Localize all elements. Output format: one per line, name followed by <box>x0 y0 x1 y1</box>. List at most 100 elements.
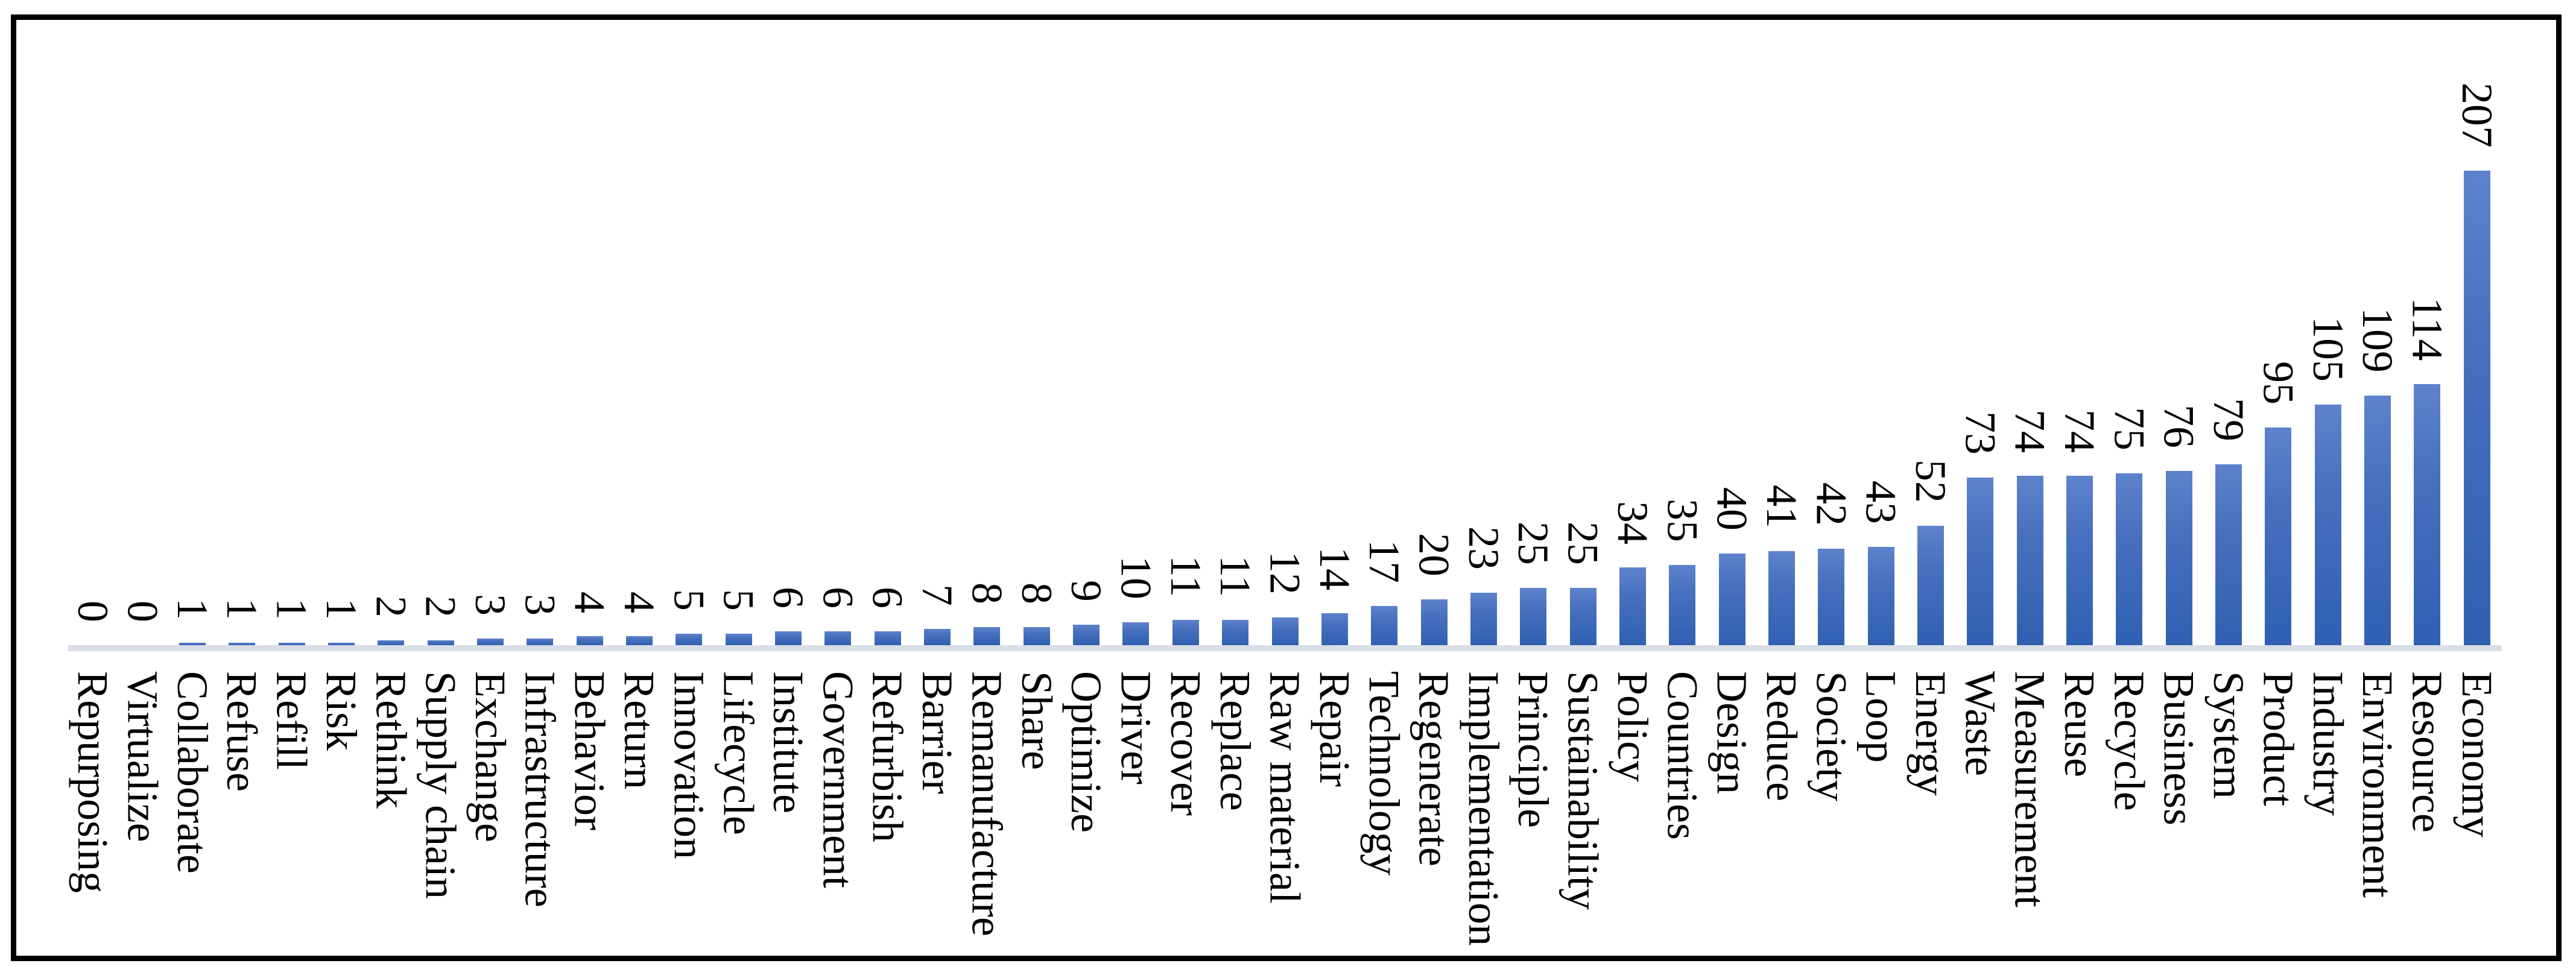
bar-value-label: 41 <box>1757 485 1806 529</box>
bar-value-label: 42 <box>1807 482 1856 526</box>
bar-value-label: 11 <box>1211 555 1260 598</box>
bar <box>1867 546 1894 645</box>
bar-value-label: 43 <box>1856 480 1905 524</box>
bar-value-label: 20 <box>1410 532 1458 576</box>
bar <box>1222 620 1249 645</box>
category-label: Refill <box>267 671 316 770</box>
category-label: Industry <box>2303 671 2352 816</box>
bar <box>1420 599 1448 645</box>
bar <box>2265 427 2292 645</box>
category-label: Behavior <box>565 671 614 830</box>
bar <box>2215 464 2242 645</box>
bar <box>2066 475 2093 645</box>
bar <box>1569 587 1597 645</box>
category-label: Share <box>1012 671 1061 770</box>
category-label: Optimize <box>1062 671 1111 833</box>
category-label: Reduce <box>1757 671 1806 801</box>
category-label: Exchange <box>466 671 514 842</box>
bar <box>1371 606 1398 645</box>
category-label: Policy <box>1608 671 1657 783</box>
bar <box>924 629 951 645</box>
category-label: Implementation <box>1459 671 1508 946</box>
category-label: Repair <box>1310 671 1359 787</box>
bar-value-label: 10 <box>1112 555 1160 599</box>
bar-value-label: 75 <box>2105 406 2154 450</box>
bar <box>1172 620 1199 645</box>
bar <box>527 638 554 645</box>
chart-border-frame <box>11 14 2562 961</box>
bar <box>725 633 752 645</box>
bar <box>775 631 802 645</box>
bar-value-label: 6 <box>764 587 813 609</box>
bar-value-label: 3 <box>516 593 565 616</box>
bar-value-label: 25 <box>1559 521 1607 565</box>
category-label: Remanufacture <box>963 671 1011 936</box>
bar-value-label: 5 <box>714 589 763 611</box>
bar <box>328 643 355 645</box>
bar <box>2364 395 2391 645</box>
category-label: Innovation <box>665 671 714 859</box>
category-label: Return <box>615 671 663 789</box>
bar-value-label: 76 <box>2154 405 2203 449</box>
bar-value-label: 12 <box>1261 551 1309 595</box>
bar-value-label: 34 <box>1608 500 1657 544</box>
category-label: Economy <box>2452 671 2501 838</box>
bar <box>1818 549 1845 645</box>
bar-value-label: 6 <box>863 587 912 609</box>
category-label: Replace <box>1211 671 1260 811</box>
category-label: Virtualize <box>118 671 167 842</box>
bar <box>2314 404 2341 645</box>
bar <box>1967 478 1994 645</box>
category-label: Waste <box>1956 671 2005 777</box>
category-label: Regenerate <box>1410 671 1458 866</box>
bar-value-label: 2 <box>367 596 416 618</box>
category-label: Technology <box>1360 671 1409 876</box>
bar-value-label: 1 <box>168 598 217 620</box>
category-label: Barrier <box>913 671 962 794</box>
category-label: Risk <box>317 671 366 751</box>
category-label: Loop <box>1856 671 1905 763</box>
bar-value-label: 8 <box>1012 582 1061 604</box>
category-label: Countries <box>1658 671 1707 840</box>
bar <box>1669 564 1696 645</box>
bar <box>576 636 603 645</box>
bar <box>1917 526 1944 645</box>
bar-value-label: 52 <box>1907 459 1955 503</box>
category-label: Business <box>2154 671 2203 826</box>
category-label: Refuse <box>218 671 267 792</box>
bar-value-label: 8 <box>963 582 1011 604</box>
bar-value-label: 1 <box>218 598 267 620</box>
category-label: Government <box>814 671 862 888</box>
bar-value-label: 95 <box>2254 361 2303 405</box>
bar <box>1122 622 1150 645</box>
bar <box>2463 170 2490 645</box>
bar <box>824 631 852 645</box>
bar-value-label: 4 <box>615 591 663 613</box>
category-label: Resource <box>2403 671 2452 833</box>
category-label: Lifecycle <box>714 671 763 835</box>
bar-value-label: 9 <box>1062 579 1111 602</box>
bar-value-label: 14 <box>1310 546 1359 590</box>
bar-value-label: 5 <box>665 589 714 611</box>
category-label: Supply chain <box>416 671 465 899</box>
bar <box>229 643 256 645</box>
bar <box>973 626 1001 645</box>
bar <box>1619 567 1646 645</box>
bar <box>2414 383 2441 645</box>
bar <box>1768 551 1795 645</box>
bar-value-label: 17 <box>1360 540 1409 584</box>
category-axis-line <box>68 645 2502 651</box>
bar <box>1470 592 1497 645</box>
bar-value-label: 0 <box>118 601 167 622</box>
bar-value-label: 11 <box>1161 555 1210 598</box>
bar <box>1520 587 1547 645</box>
bar-value-label: 40 <box>1707 487 1756 531</box>
category-label: Repurposing <box>69 671 118 893</box>
bar-value-label: 79 <box>2204 397 2253 441</box>
bar-value-label: 7 <box>913 584 962 607</box>
bar <box>2116 473 2143 645</box>
category-label: Raw material <box>1261 671 1309 904</box>
category-label: Recycle <box>2105 671 2154 811</box>
bar-value-label: 1 <box>267 598 316 620</box>
bar <box>676 633 703 645</box>
